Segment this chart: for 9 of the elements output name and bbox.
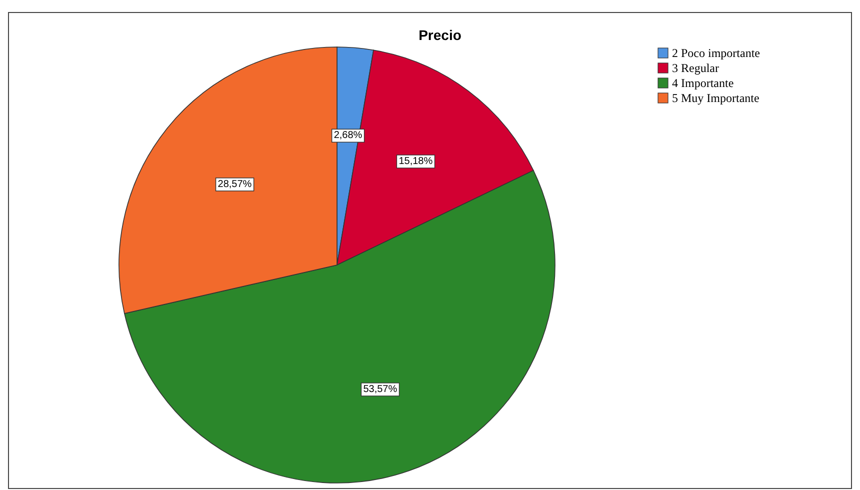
legend-label: 5 Muy Importante bbox=[672, 91, 760, 105]
data-label: 2,68% bbox=[334, 130, 362, 142]
data-label: 53,57% bbox=[363, 384, 398, 395]
legend-label: 2 Poco importante bbox=[672, 46, 760, 60]
data-label: 28,57% bbox=[218, 178, 252, 190]
data-label: 15,18% bbox=[398, 156, 433, 167]
legend-label: 3 Regular bbox=[672, 61, 719, 75]
chart-title: Precio bbox=[418, 27, 462, 43]
legend-label: 4 Importante bbox=[672, 76, 734, 90]
